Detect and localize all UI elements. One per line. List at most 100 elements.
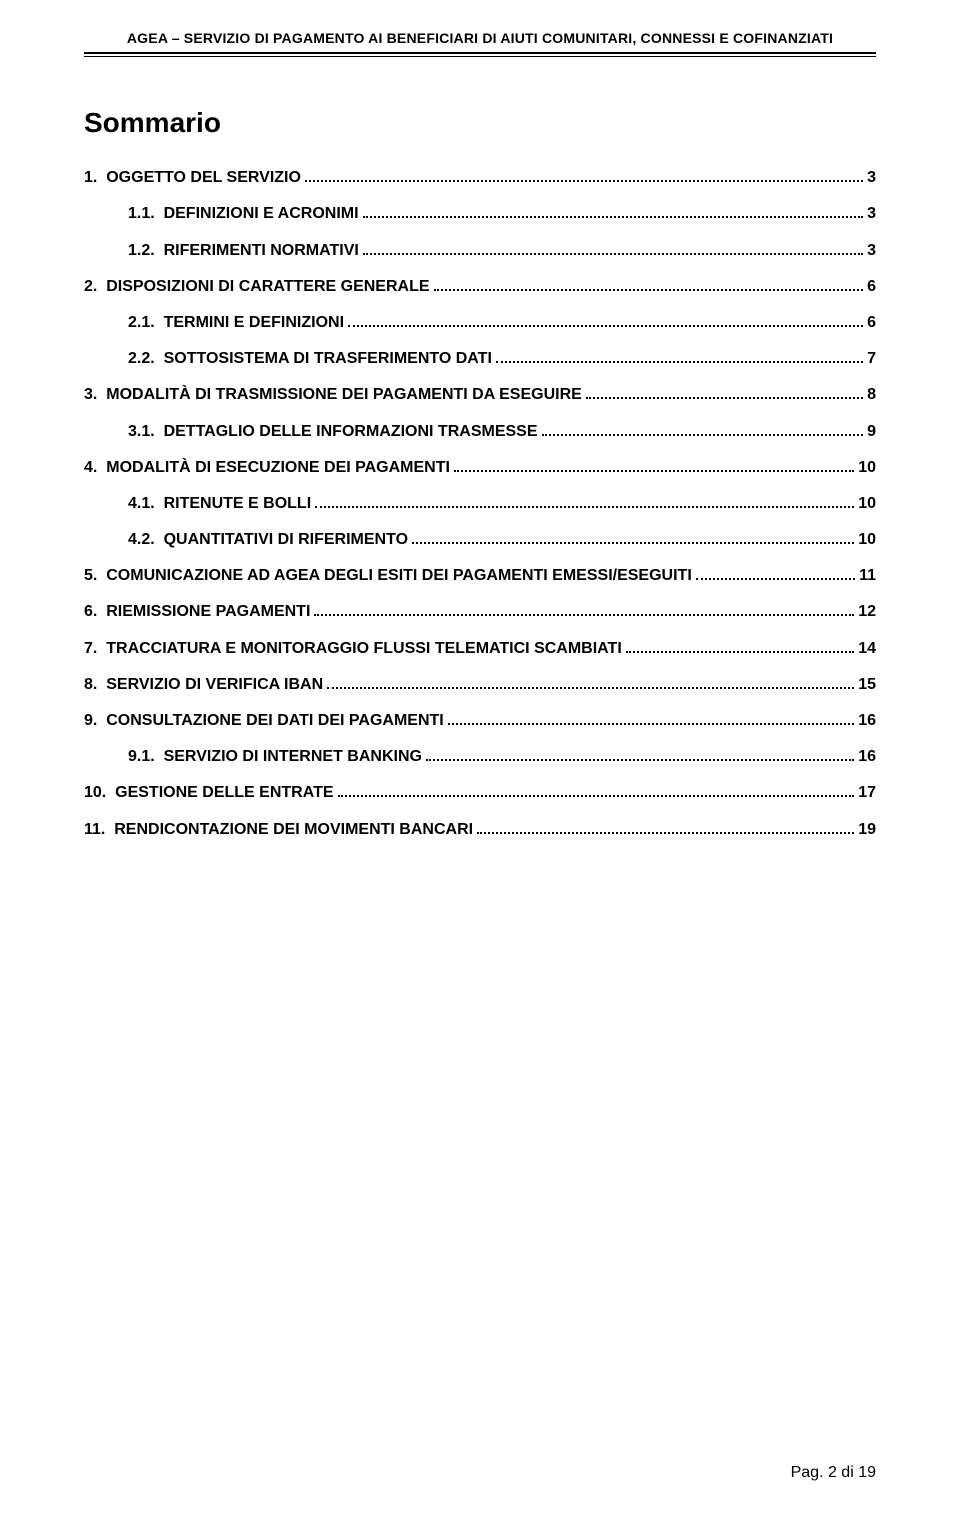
toc-leader	[542, 422, 864, 435]
toc-leader	[315, 495, 854, 508]
toc-entry[interactable]: 8. SERVIZIO DI VERIFICA IBAN 15	[84, 676, 876, 694]
toc-entry-page: 15	[858, 676, 876, 694]
toc-entry-page: 6	[867, 278, 876, 296]
toc-entry-number: 2.2.	[128, 350, 164, 368]
toc-entry-number: 7.	[84, 640, 106, 658]
toc-entry-number: 5.	[84, 567, 106, 585]
toc-entry-page: 7	[867, 350, 876, 368]
toc-entry-title: DETTAGLIO DELLE INFORMAZIONI TRASMESSE	[164, 423, 538, 441]
toc-entry-page: 10	[858, 495, 876, 513]
toc-entry-page: 12	[858, 603, 876, 621]
toc-entry-number: 4.1.	[128, 495, 164, 513]
toc-entry[interactable]: 9. CONSULTAZIONE DEI DATI DEI PAGAMENTI …	[84, 712, 876, 730]
toc-leader	[454, 459, 854, 472]
toc-entry[interactable]: 4.1. RITENUTE E BOLLI 10	[84, 495, 876, 513]
toc-leader	[305, 169, 863, 182]
toc-entry-number: 1.2.	[128, 242, 164, 260]
toc-entry[interactable]: 1.1. DEFINIZIONI E ACRONIMI 3	[84, 205, 876, 223]
toc-entry[interactable]: 6. RIEMISSIONE PAGAMENTI 12	[84, 603, 876, 621]
toc-entry[interactable]: 3.1. DETTAGLIO DELLE INFORMAZIONI TRASME…	[84, 422, 876, 440]
toc-leader	[412, 531, 854, 544]
toc-entry[interactable]: 5. COMUNICAZIONE AD AGEA DEGLI ESITI DEI…	[84, 567, 876, 585]
toc-entry-title: MODALITÀ DI TRASMISSIONE DEI PAGAMENTI D…	[106, 386, 582, 404]
toc-entry-number: 2.1.	[128, 314, 164, 332]
toc-entry-number: 3.	[84, 386, 106, 404]
toc-entry[interactable]: 9.1. SERVIZIO DI INTERNET BANKING 16	[84, 748, 876, 766]
toc-entry-page: 10	[858, 459, 876, 477]
toc-entry-page: 9	[867, 423, 876, 441]
toc-entry[interactable]: 1.2. RIFERIMENTI NORMATIVI 3	[84, 241, 876, 259]
toc-entry-page: 10	[858, 531, 876, 549]
toc-entry-title: RIFERIMENTI NORMATIVI	[164, 242, 359, 260]
toc-entry-title: OGGETTO DEL SERVIZIO	[106, 169, 301, 187]
toc-entry-title: SERVIZIO DI INTERNET BANKING	[164, 748, 422, 766]
toc-entry-title: TRACCIATURA E MONITORAGGIO FLUSSI TELEMA…	[106, 640, 622, 658]
toc-entry[interactable]: 1. OGGETTO DEL SERVIZIO 3	[84, 169, 876, 187]
toc-entry-number: 8.	[84, 676, 106, 694]
toc-leader	[363, 241, 863, 254]
running-header: AGEA – SERVIZIO DI PAGAMENTO AI BENEFICI…	[84, 30, 876, 46]
toc-entry-page: 3	[867, 205, 876, 223]
toc-entry-title: DEFINIZIONI E ACRONIMI	[164, 205, 359, 223]
toc-entry-page: 3	[867, 242, 876, 260]
toc-entry-title: SOTTOSISTEMA DI TRASFERIMENTO DATI	[164, 350, 492, 368]
toc-leader	[696, 567, 855, 580]
toc-entry-title: RIEMISSIONE PAGAMENTI	[106, 603, 310, 621]
toc-leader	[348, 314, 863, 327]
toc-entry-page: 19	[858, 821, 876, 839]
toc-leader	[327, 676, 854, 689]
toc-leader	[586, 386, 863, 399]
header-rule-top	[84, 52, 876, 54]
toc-entry[interactable]: 2.1. TERMINI E DEFINIZIONI 6	[84, 314, 876, 332]
toc-entry-page: 3	[867, 169, 876, 187]
header-rule-bottom	[84, 56, 876, 57]
page-footer: Pag. 2 di 19	[791, 1464, 876, 1482]
toc-entry-number: 3.1.	[128, 423, 164, 441]
toc-entry-page: 8	[867, 386, 876, 404]
toc-leader	[426, 748, 854, 761]
toc-entry-number: 4.2.	[128, 531, 164, 549]
toc-leader	[626, 639, 854, 652]
toc-entry-number: 4.	[84, 459, 106, 477]
toc-entry-number: 10.	[84, 784, 115, 802]
toc-entry-number: 6.	[84, 603, 106, 621]
toc-entry-number: 1.	[84, 169, 106, 187]
toc-entry-title: RENDICONTAZIONE DEI MOVIMENTI BANCARI	[114, 821, 473, 839]
toc-entry-number: 9.1.	[128, 748, 164, 766]
toc-leader	[448, 712, 854, 725]
toc-entry-page: 11	[859, 567, 876, 585]
toc-entry-title: MODALITÀ DI ESECUZIONE DEI PAGAMENTI	[106, 459, 450, 477]
toc-entry-title: DISPOSIZIONI DI CARATTERE GENERALE	[106, 278, 429, 296]
toc-leader	[363, 205, 864, 218]
toc-entry-title: SERVIZIO DI VERIFICA IBAN	[106, 676, 323, 694]
toc-entry-title: TERMINI E DEFINIZIONI	[164, 314, 344, 332]
toc-entry[interactable]: 2. DISPOSIZIONI DI CARATTERE GENERALE 6	[84, 278, 876, 296]
toc-leader	[314, 603, 854, 616]
toc-entry[interactable]: 4. MODALITÀ DI ESECUZIONE DEI PAGAMENTI …	[84, 459, 876, 477]
page: AGEA – SERVIZIO DI PAGAMENTO AI BENEFICI…	[0, 0, 960, 1528]
toc-entry-page: 16	[858, 748, 876, 766]
toc-entry[interactable]: 3. MODALITÀ DI TRASMISSIONE DEI PAGAMENT…	[84, 386, 876, 404]
toc-entry-page: 17	[858, 784, 876, 802]
toc-entry-number: 1.1.	[128, 205, 164, 223]
toc-entry-title: COMUNICAZIONE AD AGEA DEGLI ESITI DEI PA…	[106, 567, 692, 585]
toc-entry[interactable]: 10. GESTIONE DELLE ENTRATE 17	[84, 784, 876, 802]
toc-leader	[338, 784, 855, 797]
toc-entry-title: QUANTITATIVI DI RIFERIMENTO	[164, 531, 408, 549]
toc-leader	[434, 278, 864, 291]
header-sep: –	[168, 30, 184, 46]
toc-leader	[477, 820, 854, 833]
toc-entry-title: CONSULTAZIONE DEI DATI DEI PAGAMENTI	[106, 712, 443, 730]
toc-entry-page: 14	[858, 640, 876, 658]
header-service: SERVIZIO DI PAGAMENTO AI BENEFICIARI DI …	[184, 30, 833, 46]
toc-entry-number: 2.	[84, 278, 106, 296]
toc-entry[interactable]: 2.2. SOTTOSISTEMA DI TRASFERIMENTO DATI …	[84, 350, 876, 368]
toc-entry-number: 9.	[84, 712, 106, 730]
table-of-contents: 1. OGGETTO DEL SERVIZIO 31.1. DEFINIZION…	[84, 169, 876, 839]
toc-entry-title: GESTIONE DELLE ENTRATE	[115, 784, 333, 802]
toc-entry[interactable]: 7. TRACCIATURA E MONITORAGGIO FLUSSI TEL…	[84, 639, 876, 657]
toc-entry-page: 6	[867, 314, 876, 332]
toc-entry[interactable]: 11. RENDICONTAZIONE DEI MOVIMENTI BANCAR…	[84, 820, 876, 838]
header-org: AGEA	[127, 30, 168, 46]
toc-entry[interactable]: 4.2. QUANTITATIVI DI RIFERIMENTO 10	[84, 531, 876, 549]
